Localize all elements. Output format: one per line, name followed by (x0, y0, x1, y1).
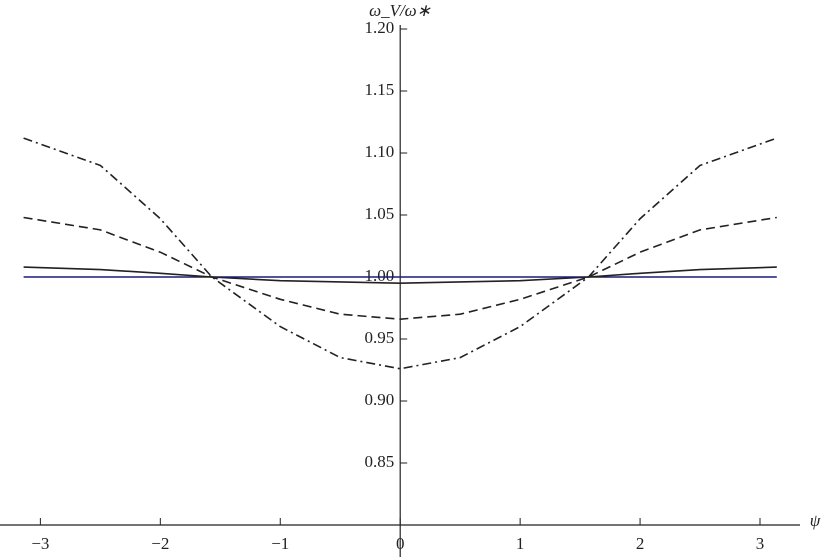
y-tick-label: 1.10 (364, 142, 394, 161)
series-line (23, 137, 778, 370)
y-tick-label: 1.00 (364, 266, 394, 285)
y-tick-label: 1.15 (364, 80, 394, 99)
x-axis-label: ψ (810, 511, 821, 530)
x-tick-label: 1 (516, 534, 525, 553)
series-line (23, 216, 777, 320)
x-tick-label: −1 (271, 534, 289, 553)
series-line (23, 266, 777, 285)
x-tick-label: 0 (396, 534, 405, 553)
y-tick-label: 1.20 (364, 18, 394, 37)
y-tick-label: 1.05 (364, 204, 394, 223)
y-axis-label: ω_V/ω∗ (369, 1, 431, 20)
y-tick-label: 0.95 (364, 328, 394, 347)
x-tick-label: 3 (756, 534, 765, 553)
x-tick-label: −2 (151, 534, 169, 553)
y-tick-label: 0.85 (364, 452, 394, 471)
y-tick-label: 0.90 (364, 390, 394, 409)
x-tick-label: −3 (31, 534, 49, 553)
x-tick-label: 2 (636, 534, 645, 553)
